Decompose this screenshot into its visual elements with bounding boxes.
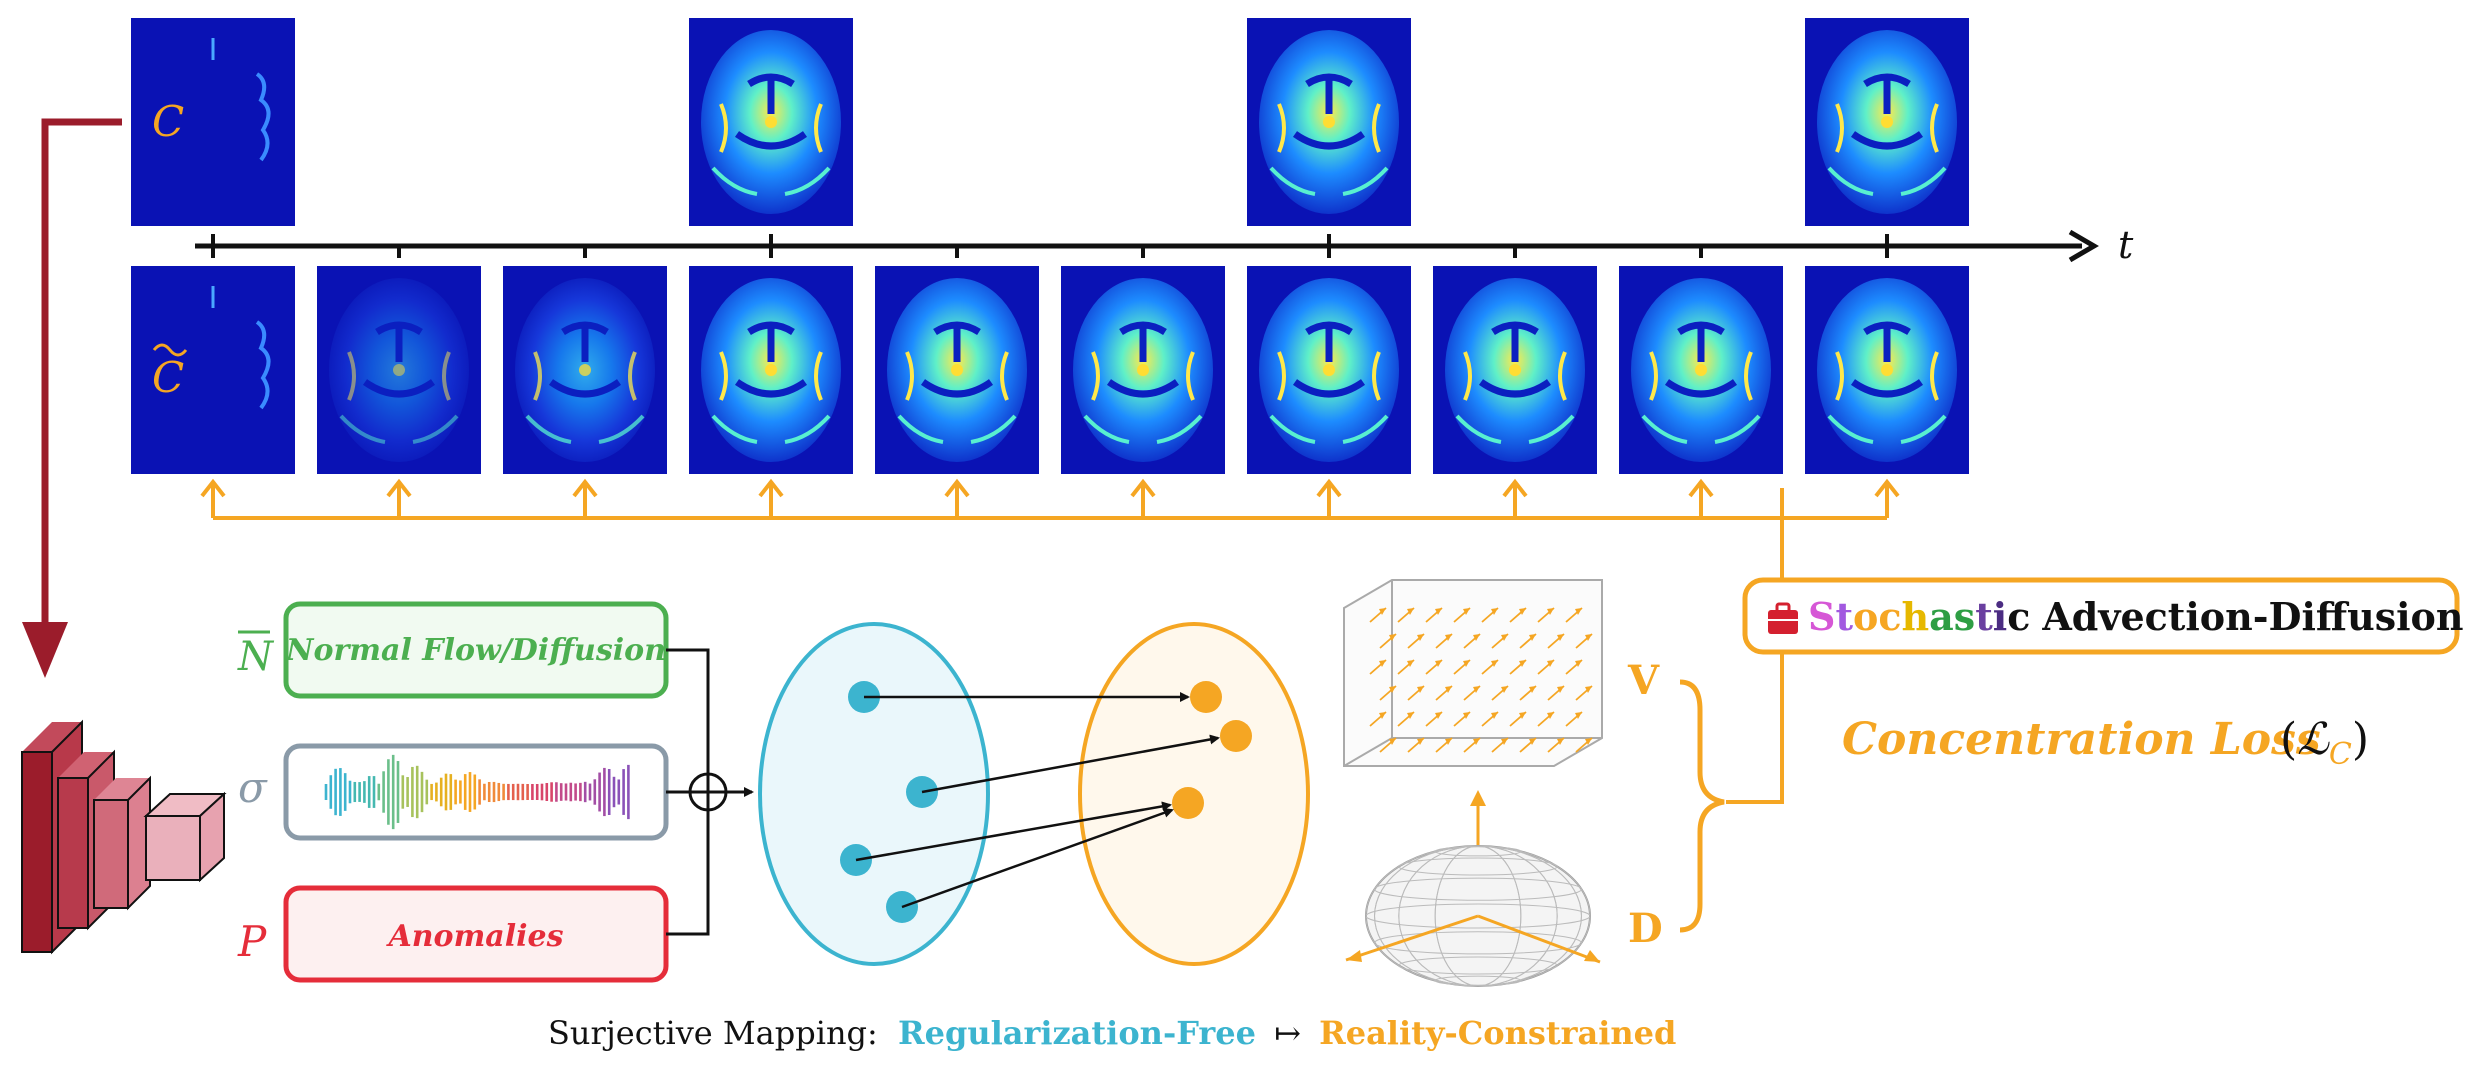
caption: Surjective Mapping: Regularization-Free … [548, 1014, 1676, 1052]
sad-letter: h [1902, 594, 1930, 639]
predicted-brain-9 [1619, 266, 1783, 474]
observed-brain-2 [689, 18, 853, 226]
toolbox-icon [1768, 602, 1798, 634]
n-bar-symbol: N [237, 634, 275, 680]
observed-brain-1 [131, 18, 295, 226]
predicted-brain-1 [131, 266, 295, 474]
sad-letter: t [1975, 594, 1993, 639]
v-symbol: V [1627, 657, 1660, 704]
loss-symbol: (ℒC) [2280, 714, 2369, 772]
normal-flow-label: Normal Flow/Diffusion [285, 633, 666, 668]
concentration-loss: Concentration Loss [1842, 714, 2321, 765]
sad-box: Stochastic Advection-Diffusion [1742, 577, 2464, 655]
predicted-brain-3 [503, 266, 667, 474]
noise-box [283, 743, 669, 841]
observed-brain-4 [1805, 18, 1969, 226]
sad-rest-text: Advection-Diffusion [2041, 594, 2463, 639]
feedback-arrow [22, 118, 122, 678]
sad-letter: c [2007, 594, 2030, 639]
sad-letter: o [1853, 594, 1878, 639]
predicted-brain-6 [1061, 266, 1225, 474]
noise-waveform-icon [324, 754, 630, 830]
reality-constrained-space [1078, 622, 1310, 966]
predicted-brain-4 [689, 266, 853, 474]
brace-to-sad-link [1726, 652, 1784, 804]
prediction-bracket [200, 478, 1900, 520]
time-axis [195, 229, 2099, 263]
anomalies-box: Anomalies [283, 885, 669, 983]
predicted-brain-8 [1433, 266, 1597, 474]
predicted-brain-2 [317, 266, 481, 474]
observed-concentration-row [131, 18, 1969, 226]
velocity-field-icon [1343, 579, 1603, 767]
diffusion-tensor-icon [1345, 845, 1601, 987]
vd-brace [1679, 679, 1725, 933]
c-symbol: C [152, 97, 184, 146]
p-symbol: P [237, 917, 267, 966]
sad-letter: i [1993, 594, 2007, 639]
d-symbol: D [1628, 905, 1663, 952]
anomalies-label: Anomalies [385, 919, 563, 954]
observed-brain-3 [1247, 18, 1411, 226]
time-symbol: t [2118, 223, 2134, 267]
predicted-concentration-row [131, 266, 1969, 474]
tilde-mark [152, 343, 188, 357]
predicted-brain-10 [1805, 266, 1969, 474]
sigma-symbol: σ [238, 763, 268, 812]
field-link-head [1470, 790, 1486, 806]
sum-connector [666, 648, 754, 936]
normal-flow-box: Normal Flow/Diffusion [283, 601, 669, 699]
surjective-mapping-arrows [855, 692, 1220, 909]
c-tilde-symbol: C [152, 353, 184, 402]
sad-letter: s [1954, 594, 1975, 639]
regularization-free-space [758, 622, 990, 966]
sad-letter: c [1878, 594, 1901, 639]
sad-letter: a [1929, 594, 1954, 639]
sad-letter: S [1808, 594, 1835, 639]
predicted-brain-5 [875, 266, 1039, 474]
predicted-brain-7 [1247, 266, 1411, 474]
network-stack-icon [21, 719, 227, 955]
sad-letter: t [1835, 594, 1853, 639]
